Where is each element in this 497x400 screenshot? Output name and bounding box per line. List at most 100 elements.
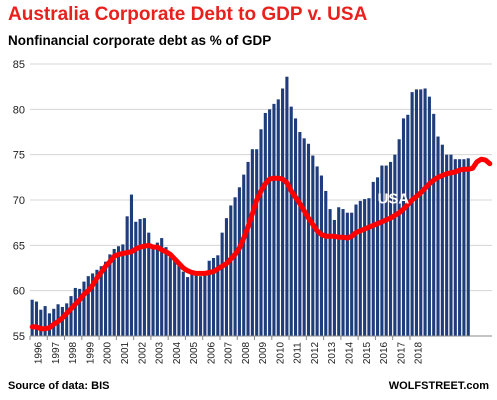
bar bbox=[302, 138, 306, 336]
bar bbox=[367, 198, 371, 336]
bar bbox=[147, 232, 151, 336]
bar bbox=[406, 114, 410, 336]
bar bbox=[272, 103, 276, 336]
bar bbox=[419, 89, 423, 337]
bar bbox=[168, 257, 172, 336]
bar bbox=[449, 154, 453, 336]
x-tick-label: 2001 bbox=[120, 341, 131, 364]
bar bbox=[211, 258, 216, 336]
bar bbox=[104, 261, 108, 336]
x-tick-label: 2003 bbox=[155, 341, 166, 364]
bar bbox=[289, 106, 293, 336]
bar bbox=[319, 175, 324, 336]
bar bbox=[181, 271, 185, 336]
x-tick-label: 2011 bbox=[293, 342, 304, 364]
x-tick-label: 1997 bbox=[51, 341, 62, 364]
bar bbox=[281, 88, 285, 336]
bar bbox=[354, 204, 358, 336]
bar bbox=[388, 161, 393, 336]
x-tick-label: 2006 bbox=[206, 341, 217, 364]
bar bbox=[216, 255, 220, 336]
bar bbox=[224, 218, 229, 336]
bar bbox=[371, 181, 375, 336]
y-tick-label: 75 bbox=[13, 150, 25, 162]
usa-line bbox=[29, 156, 493, 332]
x-tick-label: 2013 bbox=[327, 341, 338, 364]
bar bbox=[453, 159, 457, 336]
bar bbox=[91, 273, 95, 336]
bar bbox=[198, 276, 203, 336]
bar bbox=[190, 273, 194, 336]
y-tick-label: 70 bbox=[13, 195, 25, 207]
bar bbox=[276, 99, 280, 336]
bar bbox=[458, 159, 462, 336]
bar bbox=[293, 118, 298, 337]
x-tick-label: 2017 bbox=[396, 341, 407, 364]
bar bbox=[315, 166, 319, 336]
usa-series-label: USA bbox=[378, 191, 410, 208]
bar bbox=[237, 187, 241, 336]
x-tick-label: 2010 bbox=[275, 341, 286, 364]
bar bbox=[30, 299, 34, 336]
bar bbox=[466, 158, 470, 336]
y-tick-label: 55 bbox=[13, 331, 25, 343]
bar bbox=[203, 274, 207, 336]
chart-title: Australia Corporate Debt to GDP v. USA bbox=[8, 4, 368, 25]
bar bbox=[393, 154, 397, 336]
bar bbox=[414, 89, 418, 337]
bar bbox=[82, 281, 86, 336]
x-tick-label: 1998 bbox=[68, 341, 79, 364]
bar bbox=[259, 129, 263, 336]
bar bbox=[73, 287, 77, 336]
bar bbox=[43, 306, 47, 336]
bar bbox=[427, 96, 431, 336]
bar bbox=[298, 132, 302, 336]
bar bbox=[337, 207, 341, 336]
bar bbox=[194, 274, 198, 336]
bar bbox=[151, 245, 155, 336]
brand-label: WOLFSTREET.com bbox=[388, 380, 489, 392]
bar bbox=[164, 247, 168, 336]
y-tick-label: 65 bbox=[13, 240, 25, 252]
bar bbox=[39, 309, 43, 336]
bar bbox=[34, 301, 39, 336]
x-tick-label: 2005 bbox=[189, 341, 200, 364]
bar bbox=[229, 205, 233, 336]
bar bbox=[78, 288, 82, 336]
bar bbox=[341, 209, 345, 336]
bar bbox=[69, 296, 73, 336]
bar bbox=[160, 238, 164, 336]
x-tick-label: 2004 bbox=[172, 341, 183, 364]
bar bbox=[397, 139, 401, 336]
bar bbox=[462, 159, 466, 336]
bar bbox=[445, 154, 449, 336]
bar bbox=[410, 92, 414, 337]
bar bbox=[358, 200, 362, 336]
bar bbox=[220, 232, 224, 336]
y-tick-label: 85 bbox=[13, 59, 25, 71]
bar bbox=[108, 254, 112, 336]
bar bbox=[60, 306, 64, 336]
bar bbox=[95, 269, 99, 336]
y-tick-label: 80 bbox=[13, 104, 25, 116]
bar bbox=[65, 303, 69, 336]
bar bbox=[263, 112, 267, 337]
y-tick-label: 60 bbox=[13, 286, 25, 298]
bar bbox=[186, 277, 190, 336]
bar bbox=[345, 212, 349, 336]
line-series bbox=[29, 156, 493, 332]
bar bbox=[246, 161, 250, 336]
bar bbox=[440, 144, 444, 336]
bar bbox=[255, 149, 259, 336]
bar bbox=[401, 118, 406, 337]
bar bbox=[250, 149, 254, 336]
x-tick-label: 2018 bbox=[414, 341, 425, 364]
bar bbox=[328, 209, 332, 336]
bar bbox=[268, 109, 272, 336]
source-note: Source of data: BIS bbox=[8, 380, 110, 392]
bar bbox=[99, 266, 103, 336]
bar bbox=[311, 155, 315, 336]
x-tick-label: 2007 bbox=[224, 341, 235, 364]
bar bbox=[173, 260, 177, 336]
